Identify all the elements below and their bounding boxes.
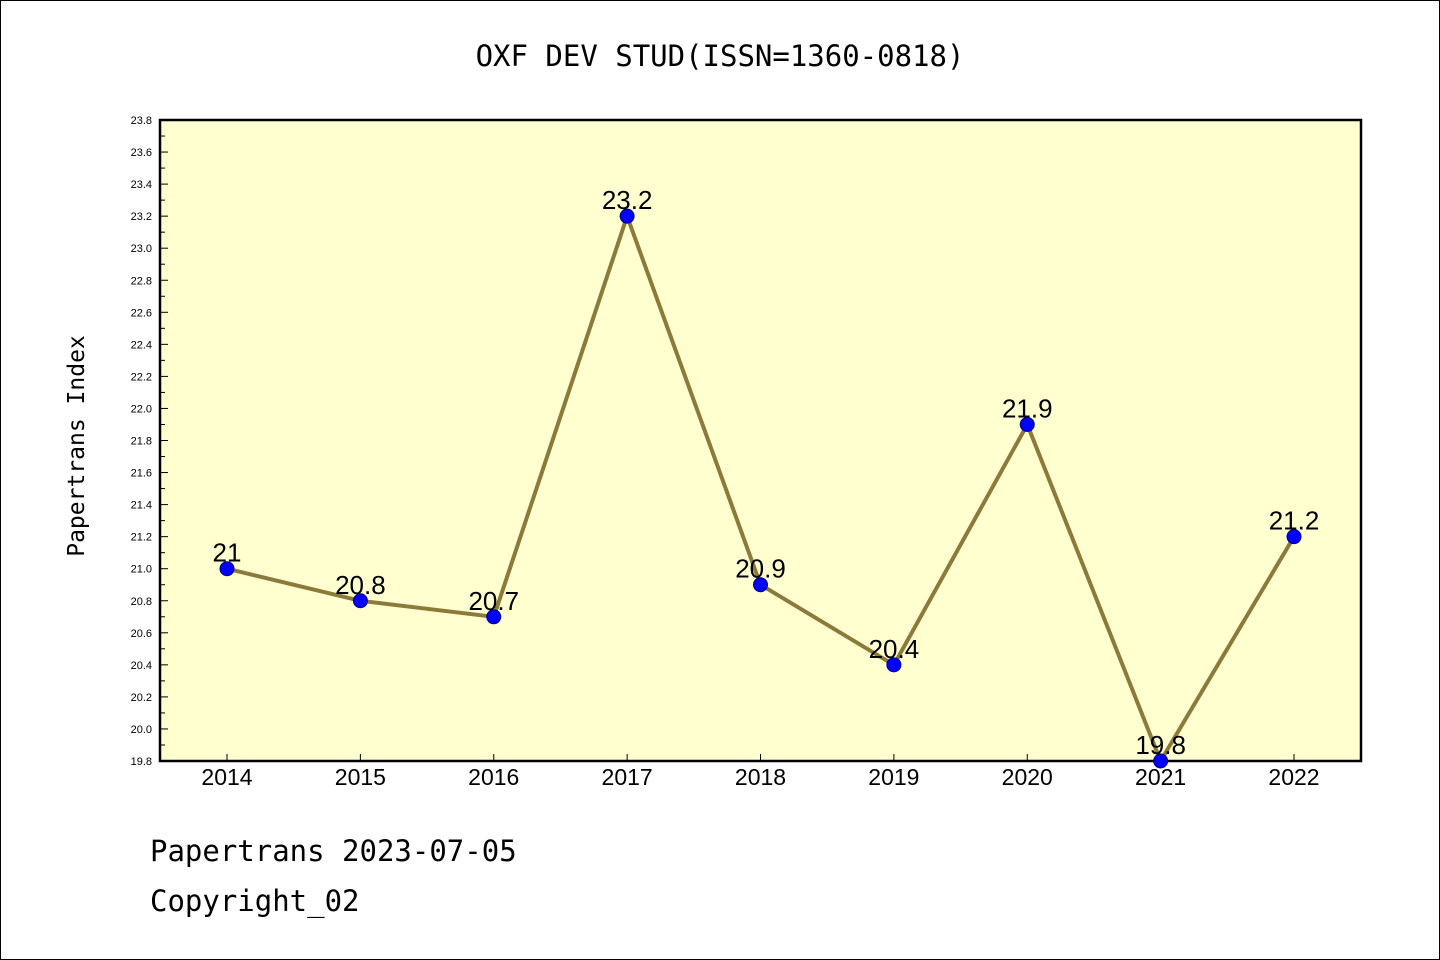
footer-date-text: Papertrans 2023-07-05 xyxy=(150,834,517,868)
y-tick-label: 19.8 xyxy=(131,756,152,768)
x-tick-label: 2022 xyxy=(1268,764,1319,790)
y-tick-label: 23.0 xyxy=(131,243,152,255)
y-tick-label: 22.4 xyxy=(131,339,152,351)
y-tick-label: 21.2 xyxy=(131,532,152,544)
data-point xyxy=(219,561,235,577)
data-label: 19.8 xyxy=(1135,730,1186,760)
data-point xyxy=(753,577,768,593)
data-point xyxy=(352,593,368,609)
y-tick-label: 23.2 xyxy=(131,211,152,223)
data-point xyxy=(486,609,502,625)
data-point xyxy=(886,657,902,673)
x-axis: 2014 2015 2016 2017 2018 2019 2020 2021 2022 xyxy=(201,754,1320,790)
data-label: 21.2 xyxy=(1269,506,1320,536)
y-tick-label: 23.8 xyxy=(131,115,152,127)
y-tick-label: 23.6 xyxy=(131,147,152,159)
plot-area xyxy=(158,118,1363,763)
x-tick-label: 2018 xyxy=(735,764,786,790)
data-labels: 21 20.8 20.7 23.2 20.9 20.4 21.9 19.8 21.2 xyxy=(213,185,1320,760)
x-tick-label: 2020 xyxy=(1002,764,1053,790)
data-label: 20.8 xyxy=(335,570,386,600)
data-point xyxy=(1019,416,1035,432)
x-tick-label: 2017 xyxy=(602,764,653,790)
y-tick-label: 21.0 xyxy=(131,564,152,576)
x-tick-label: 2015 xyxy=(335,764,386,790)
y-tick-label: 20.4 xyxy=(131,660,152,672)
chart-title: OXF DEV STUD(ISSN=1360-0818) xyxy=(476,39,965,73)
y-tick-label: 22.8 xyxy=(131,275,152,287)
y-tick-label: 23.4 xyxy=(131,179,152,191)
y-tick-label: 22.6 xyxy=(131,307,152,319)
data-points xyxy=(219,208,1302,769)
y-tick-label: 22.2 xyxy=(131,371,152,383)
y-tick-label: 20.2 xyxy=(131,692,152,704)
y-tick-label: 21.4 xyxy=(131,500,152,512)
data-point xyxy=(619,208,635,224)
y-tick-label: 20.0 xyxy=(131,724,152,736)
y-tick-label: 20.8 xyxy=(131,596,152,608)
y-axis: 19.8 20.0 20.2 20.4 20.6 20.8 21.0 21.2 21.4 21.6… xyxy=(131,115,168,768)
y-axis-label: Papertrans Index xyxy=(64,335,90,557)
y-tick-label: 21.8 xyxy=(131,436,152,448)
x-tick-label: 2014 xyxy=(201,764,252,790)
y-tick-label: 22.0 xyxy=(131,403,152,415)
data-label: 21.9 xyxy=(1002,393,1053,423)
x-tick-label: 2016 xyxy=(468,764,519,790)
x-tick-label: 2019 xyxy=(868,764,919,790)
y-tick-label: 20.6 xyxy=(131,628,152,640)
data-label: 21 xyxy=(213,538,242,568)
data-label: 23.2 xyxy=(602,185,653,215)
footer-copyright-text: Copyright_02 xyxy=(150,884,360,918)
data-label: 20.7 xyxy=(468,586,519,616)
y-tick-label: 21.6 xyxy=(131,468,152,480)
data-point xyxy=(1153,753,1169,769)
data-label: 20.9 xyxy=(735,554,786,584)
data-point xyxy=(1286,529,1302,545)
data-label: 20.4 xyxy=(869,634,920,664)
